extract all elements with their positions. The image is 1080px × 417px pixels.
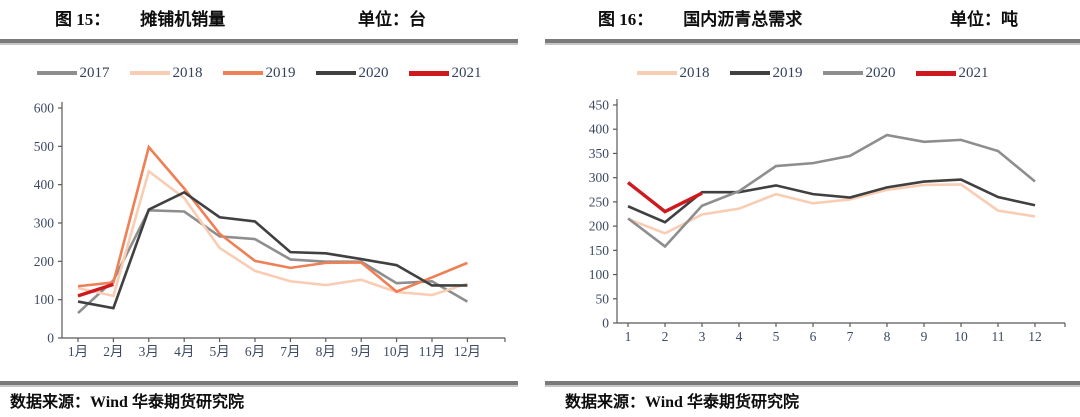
series-line-2020 [627, 133, 1036, 249]
header-divider [545, 39, 1080, 43]
legend-swatch-icon [636, 71, 677, 75]
series-line-2019 [77, 144, 468, 294]
figure-15-header: 图 15： 摊铺机销量 单位：台 [0, 6, 518, 34]
series-line-2021 [77, 282, 114, 298]
y-tick-label: 400 [34, 177, 55, 192]
series-line-2018 [77, 169, 468, 298]
y-tick-label: 600 [34, 101, 55, 116]
legend-swatch-icon [408, 70, 449, 76]
legend-item-2019: 2019 [729, 64, 803, 82]
x-tick-label: 9 [921, 329, 928, 344]
y-tick-label: 400 [589, 122, 610, 137]
legend-label: 2020 [358, 65, 389, 81]
legend-item-2017: 2017 [36, 64, 110, 82]
x-tick-label: 6 [810, 329, 817, 344]
chart-legend: 2018 2019 2020 2021 [545, 63, 1080, 83]
y-tick-label: 300 [589, 170, 610, 185]
figure-title: 国内沥青总需求 [683, 10, 803, 29]
y-tick-label: 300 [34, 216, 55, 231]
x-tick-label: 3月 [139, 344, 159, 359]
x-tick-label: 2 [662, 329, 669, 344]
x-tick-label: 7月 [280, 344, 300, 359]
x-tick-label: 12 [1028, 329, 1042, 344]
x-tick-label: 1 [625, 329, 632, 344]
series-line-2020 [77, 190, 468, 310]
series-line-2017 [77, 209, 469, 315]
legend-label: 2020 [865, 65, 896, 81]
chart-asphalt-demand: 0 50 100 150 200 250 300 350 400 450 1 2 3 4 5 6 7 8 9 10 11… [545, 88, 1080, 383]
legend-label: 2018 [172, 65, 203, 81]
figure-title: 摊铺机销量 [140, 10, 226, 29]
legend-swatch-icon [915, 70, 956, 76]
x-tick-label: 8 [884, 329, 891, 344]
unit-label: 单位：台 [358, 10, 426, 29]
x-tick-label: 3 [699, 329, 706, 344]
legend-item-2018: 2018 [636, 64, 710, 82]
x-tick-label: 2月 [103, 344, 123, 359]
x-tick-label: 10月 [383, 344, 410, 359]
legend-swatch-icon [729, 71, 770, 75]
footer-divider [0, 381, 518, 385]
legend-label: 2017 [79, 65, 110, 81]
legend-item-2019: 2019 [222, 64, 296, 82]
y-tick-label: 200 [34, 254, 55, 269]
y-tick-label: 250 [589, 194, 610, 209]
y-tick-label: 50 [596, 291, 610, 306]
legend-item-2020: 2020 [315, 64, 389, 82]
unit-label: 单位：吨 [950, 10, 1018, 29]
y-tick-label: 350 [589, 146, 610, 161]
series-line-2018 [627, 183, 1036, 235]
y-tick-label: 0 [602, 316, 609, 331]
header-divider [0, 39, 518, 43]
data-source: 数据来源：Wind 华泰期货研究院 [10, 394, 244, 411]
series-line-2021 [626, 181, 703, 214]
footer-divider [545, 381, 1080, 385]
legend-label: 2019 [265, 65, 296, 81]
legend-label: 2021 [451, 65, 482, 81]
figure-label: 图 15： [55, 10, 111, 29]
data-source: 数据来源：Wind 华泰期货研究院 [565, 394, 799, 411]
line-chart-svg: 0 100 200 300 400 500 600 1月 2月 3月 4月 5月 6月 7月 8月 9月 10月… [34, 101, 506, 359]
x-tick-label: 10 [954, 329, 968, 344]
figure-label: 图 16： [598, 10, 654, 29]
x-tick-label: 7 [847, 329, 854, 344]
figure-panel-16: 图 16： 国内沥青总需求 单位：吨 2018 2019 2020 2021 0 50 1… [545, 0, 1080, 417]
legend-swatch-icon [315, 71, 356, 75]
y-tick-label: 450 [589, 98, 610, 113]
legend-swatch-icon [822, 71, 863, 75]
figure-16-header: 图 16： 国内沥青总需求 单位：吨 [545, 6, 1080, 34]
legend-label: 2019 [772, 65, 803, 81]
legend-label: 2021 [958, 65, 989, 81]
legend-swatch-icon [129, 71, 170, 75]
legend-item-2018: 2018 [129, 64, 203, 82]
legend-label: 2018 [679, 65, 710, 81]
chart-legend: 2017 2018 2019 2020 2021 [0, 63, 518, 83]
x-tick-label: 4月 [174, 344, 194, 359]
legend-item-2021: 2021 [408, 64, 482, 82]
x-tick-label: 4 [736, 329, 743, 344]
y-tick-label: 100 [34, 292, 55, 307]
x-tick-label: 5月 [209, 344, 229, 359]
x-tick-label: 9月 [351, 344, 371, 359]
y-tick-label: 100 [589, 267, 610, 282]
legend-swatch-icon [36, 71, 77, 75]
x-tick-label: 5 [773, 329, 780, 344]
x-tick-label: 11月 [419, 344, 446, 359]
legend-swatch-icon [222, 71, 263, 75]
x-tick-label: 1月 [68, 344, 88, 359]
y-tick-label: 0 [47, 331, 54, 346]
x-tick-label: 8月 [316, 344, 336, 359]
x-tick-label: 6月 [245, 344, 265, 359]
legend-item-2021: 2021 [915, 64, 989, 82]
x-tick-label: 12月 [454, 344, 481, 359]
chart-paver-sales: 0 100 200 300 400 500 600 1月 2月 3月 4月 5月 6月 7月 8月 9月 10月… [0, 88, 518, 383]
y-tick-label: 500 [34, 139, 55, 154]
x-tick-label: 11 [992, 329, 1005, 344]
legend-item-2020: 2020 [822, 64, 896, 82]
y-tick-label: 200 [589, 219, 610, 234]
y-tick-label: 150 [589, 243, 610, 258]
